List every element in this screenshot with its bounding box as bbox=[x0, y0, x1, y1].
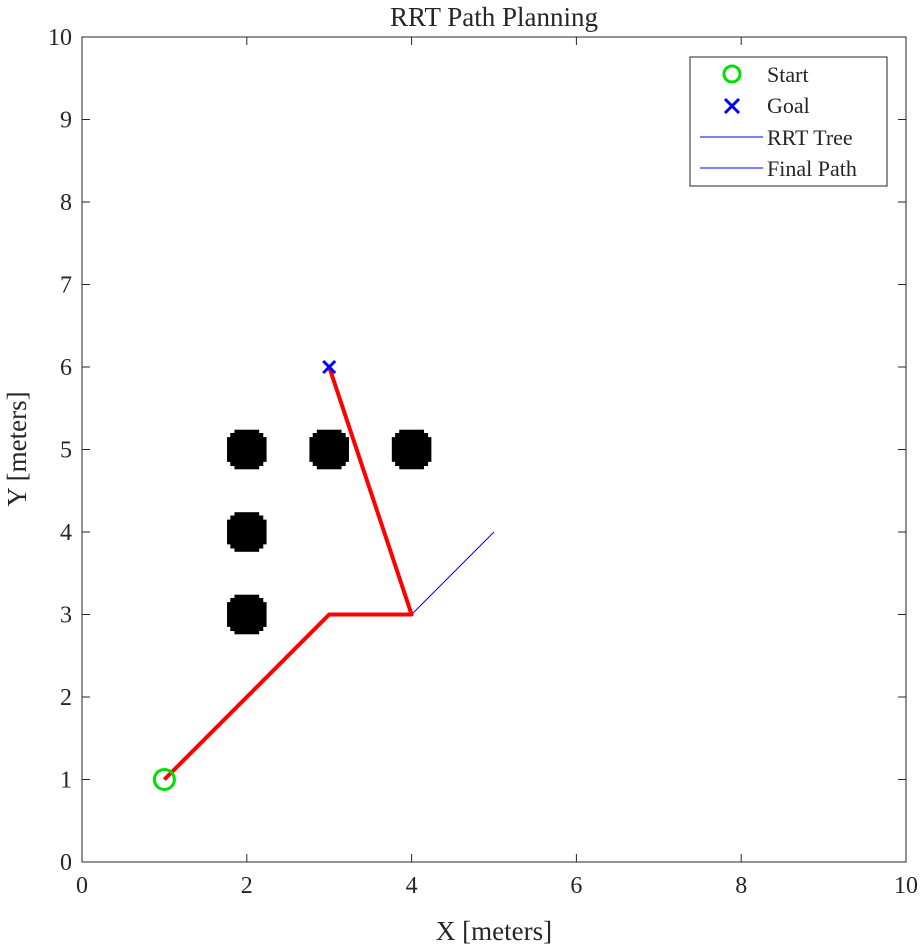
obstacle bbox=[391, 429, 432, 470]
rrt-tree-edge bbox=[411, 531, 495, 615]
y-tick-label: 7 bbox=[60, 273, 72, 299]
y-tick-label: 4 bbox=[60, 520, 72, 546]
final-path-line bbox=[162, 366, 414, 781]
y-tick-label: 8 bbox=[60, 190, 72, 216]
goal-marker-stroke bbox=[322, 359, 337, 375]
goal-marker bbox=[322, 359, 337, 375]
markers-layer bbox=[152, 359, 337, 791]
y-tick-label: 6 bbox=[60, 355, 72, 381]
y-tick-label: 0 bbox=[60, 850, 72, 876]
obstacle bbox=[227, 512, 267, 552]
x-tick-label: 10 bbox=[894, 873, 918, 899]
x-tick-label: 4 bbox=[406, 873, 418, 899]
legend-goal-marker bbox=[723, 97, 741, 115]
legend-goal-label: Goal bbox=[767, 93, 810, 118]
y-tick-label: 9 bbox=[60, 108, 72, 134]
x-axis-label: X [meters] bbox=[436, 916, 552, 946]
y-tick-label: 5 bbox=[60, 438, 72, 464]
obstacle-core bbox=[230, 515, 264, 549]
axis-ticks: 0 2 4 6 8 10 0 1 2 3 4 5 6 7 8 9 10 bbox=[48, 25, 918, 899]
legend-start-marker bbox=[722, 64, 742, 84]
obstacle bbox=[227, 594, 267, 635]
obstacle bbox=[309, 429, 349, 470]
legend: Start Goal RRT Tree Final Path bbox=[689, 56, 888, 187]
x-tick-label: 8 bbox=[735, 873, 747, 899]
obstacle-core bbox=[312, 433, 346, 466]
obstacle bbox=[227, 429, 267, 470]
x-tick-label: 0 bbox=[76, 873, 88, 899]
start-marker bbox=[152, 768, 176, 791]
x-tick-label: 6 bbox=[570, 873, 582, 899]
legend-final-path-label: Final Path bbox=[767, 156, 857, 181]
obstacle-core bbox=[230, 598, 264, 631]
legend-rrt-tree-label: RRT Tree bbox=[767, 125, 853, 150]
y-tick-label: 2 bbox=[60, 685, 72, 711]
y-axis-label: Y [meters] bbox=[2, 391, 32, 506]
y-tick-label: 1 bbox=[60, 768, 72, 794]
chart-title: RRT Path Planning bbox=[390, 2, 598, 32]
x-tick-label: 2 bbox=[241, 873, 253, 899]
final-path-layer bbox=[162, 366, 414, 781]
y-tick-label: 10 bbox=[48, 25, 72, 51]
legend-start-label: Start bbox=[767, 62, 809, 87]
obstacles-layer bbox=[227, 429, 432, 635]
legend-box bbox=[689, 56, 888, 187]
obstacle-core bbox=[395, 433, 429, 466]
obstacle-core bbox=[230, 433, 264, 466]
y-tick-label: 3 bbox=[60, 603, 72, 629]
